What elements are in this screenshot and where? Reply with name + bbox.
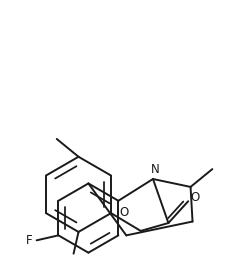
Text: O: O xyxy=(119,206,128,219)
Text: N: N xyxy=(151,163,159,176)
Text: O: O xyxy=(190,191,200,204)
Text: F: F xyxy=(26,234,32,247)
